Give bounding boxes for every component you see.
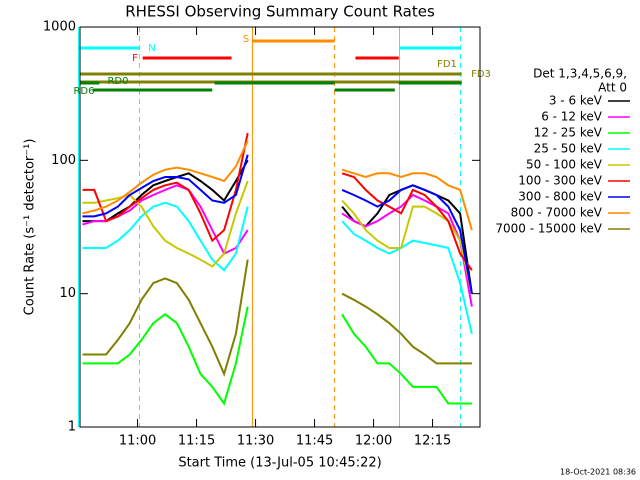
flag-label: FD3 bbox=[471, 69, 491, 80]
legend-label: 12 - 25 keV bbox=[534, 126, 603, 140]
legend-label: 800 - 7000 keV bbox=[511, 206, 603, 220]
legend-label: 300 - 800 keV bbox=[518, 190, 602, 204]
flag-label: FD1 bbox=[437, 59, 457, 70]
legend-title: Det 1,3,4,5,6,9, bbox=[533, 67, 627, 81]
flag-label: RD0 bbox=[107, 76, 128, 87]
y-tick-label: 1 bbox=[68, 420, 76, 435]
x-tick-label: 12:15 bbox=[414, 434, 451, 449]
x-tick-label: 11:45 bbox=[296, 434, 333, 449]
legend-label: 25 - 50 keV bbox=[534, 142, 603, 156]
series-line bbox=[82, 132, 473, 271]
series-line bbox=[82, 154, 473, 294]
legend-label: 50 - 100 keV bbox=[526, 158, 603, 172]
y-axis-label: Count Rate (s⁻¹ detector⁻¹) bbox=[23, 139, 38, 316]
series-line bbox=[82, 201, 473, 335]
flag-label: N bbox=[148, 43, 155, 54]
flag-label: F bbox=[132, 53, 138, 64]
x-tick-label: 11:15 bbox=[178, 434, 215, 449]
x-tick-label: 11:30 bbox=[237, 434, 274, 449]
y-tick-label: 1000 bbox=[43, 20, 76, 35]
x-tick-label: 11:00 bbox=[119, 434, 156, 449]
legend-title: Att 0 bbox=[598, 81, 627, 95]
legend-label: 100 - 300 keV bbox=[518, 174, 602, 188]
footer: 18-Oct-2021 08:36 bbox=[560, 468, 636, 477]
chart-title: RHESSI Observing Summary Count Rates bbox=[125, 3, 435, 21]
legend-label: 3 - 6 keV bbox=[549, 94, 603, 108]
flag-label: RD6 bbox=[73, 86, 94, 97]
y-tick-label: 100 bbox=[51, 153, 76, 168]
legend-label: 6 - 12 keV bbox=[541, 110, 603, 124]
x-tick-label: 12:00 bbox=[355, 434, 392, 449]
flag-label: S bbox=[243, 34, 249, 45]
series-line bbox=[82, 306, 472, 406]
plot-frame bbox=[79, 26, 481, 428]
x-axis-label: Start Time (13-Jul-05 10:45:22) bbox=[178, 456, 381, 471]
series-line bbox=[82, 259, 472, 377]
y-tick-label: 10 bbox=[59, 286, 76, 301]
legend-label: 7000 - 15000 keV bbox=[495, 222, 602, 236]
series-line bbox=[82, 140, 473, 231]
